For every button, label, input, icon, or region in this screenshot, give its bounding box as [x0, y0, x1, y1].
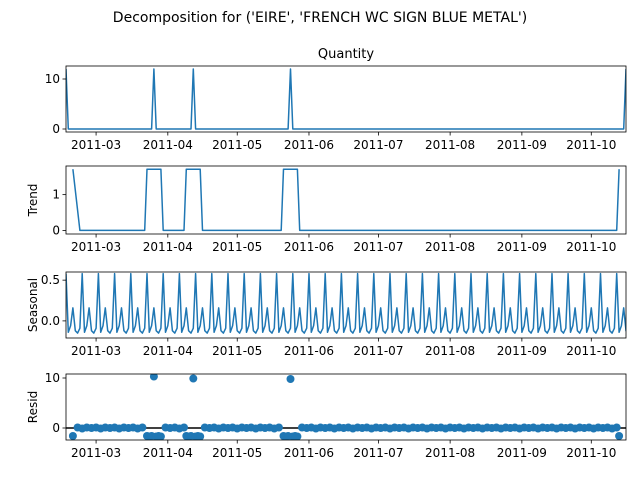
- x-tick-label: 2011-08: [425, 344, 475, 358]
- panel-seasonal-data: [66, 272, 626, 334]
- x-tick-label: 2011-04: [143, 344, 193, 358]
- x-tick-label: 2011-07: [353, 138, 403, 152]
- resid-point: [293, 432, 302, 440]
- panel-title: Quantity: [318, 47, 374, 62]
- x-tick-label: 2011-10: [566, 138, 616, 152]
- x-tick-label: 2011-10: [566, 446, 616, 460]
- resid-point: [189, 374, 198, 383]
- y-axis-label: Trend: [26, 184, 40, 218]
- panel-resid: 0 10 2011-03 2011-04 2011-05 2011-06 2011-07 20…: [26, 371, 627, 460]
- resid-point: [68, 432, 77, 440]
- seasonal-line: [66, 272, 626, 334]
- panel-resid-data: [66, 374, 626, 440]
- x-tick-label: 2011-09: [497, 344, 547, 358]
- y-tick-label: 0: [52, 421, 60, 435]
- panel-seasonal-frame: [65, 271, 627, 339]
- panel-trend-frame: [65, 165, 627, 235]
- x-tick-label: 2011-06: [284, 240, 334, 254]
- x-tick-label: 2011-03: [71, 138, 121, 152]
- x-tick-label: 2011-04: [143, 446, 193, 460]
- y-tick-label: 10: [45, 371, 60, 385]
- resid-point: [615, 432, 624, 440]
- x-tick-label: 2011-09: [497, 240, 547, 254]
- x-tick-label: 2011-08: [425, 446, 475, 460]
- y-tick-label: 10: [45, 72, 60, 86]
- x-tick-label: 2011-03: [71, 446, 121, 460]
- y-tick-label: 0.0: [41, 314, 60, 328]
- x-tick-label: 2011-09: [497, 138, 547, 152]
- x-tick-label: 2011-10: [566, 344, 616, 358]
- resid-point: [180, 423, 188, 432]
- x-tick-label: 2011-07: [353, 446, 403, 460]
- resid-point: [138, 423, 147, 432]
- figure-title: Decomposition for ('EIRE', 'FRENCH WC SI…: [113, 10, 527, 26]
- x-tick-label: 2011-05: [212, 446, 262, 460]
- y-tick-label: 0: [52, 122, 60, 136]
- x-tick-label: 2011-03: [71, 344, 121, 358]
- resid-point: [612, 423, 621, 432]
- resid-point: [149, 374, 158, 381]
- x-tick-label: 2011-05: [212, 240, 262, 254]
- resid-point: [286, 375, 295, 383]
- resid-point: [274, 423, 283, 432]
- panel-observed: 0 10 2011-03 2011-04 2011-05 2011-06 2011-07 20…: [45, 47, 627, 152]
- panel-trend: 0 1 2011-03 2011-04 2011-05 2011-06 2011-07 201…: [26, 165, 627, 254]
- x-tick-label: 2011-08: [425, 138, 475, 152]
- x-tick-label: 2011-05: [212, 138, 262, 152]
- panel-trend-data: [72, 168, 620, 232]
- x-tick-label: 2011-06: [284, 446, 334, 460]
- panel-observed-frame: [65, 65, 627, 133]
- x-tick-label: 2011-07: [353, 344, 403, 358]
- x-tick-label: 2011-08: [425, 240, 475, 254]
- x-tick-label: 2011-03: [71, 240, 121, 254]
- x-tick-label: 2011-05: [212, 344, 262, 358]
- x-tick-label: 2011-04: [143, 240, 193, 254]
- x-tick-label: 2011-09: [497, 446, 547, 460]
- x-tick-label: 2011-10: [566, 240, 616, 254]
- x-tick-label: 2011-04: [143, 138, 193, 152]
- y-tick-label: 0.5: [41, 273, 60, 287]
- resid-point: [156, 432, 165, 440]
- y-axis-label: Seasonal: [26, 278, 40, 332]
- trend-line: [72, 168, 620, 232]
- x-tick-label: 2011-06: [284, 138, 334, 152]
- panel-resid-frame: [65, 373, 627, 441]
- panel-observed-data: [66, 68, 626, 130]
- y-tick-label: 0: [52, 223, 60, 237]
- x-tick-label: 2011-07: [353, 240, 403, 254]
- panel-seasonal: 0.0 0.5 2011-03 2011-04 2011-05 2011-06 2011-0…: [26, 271, 627, 358]
- y-axis-label: Resid: [26, 391, 40, 423]
- x-tick-label: 2011-06: [284, 344, 334, 358]
- resid-point: [196, 432, 205, 440]
- observed-line: [66, 68, 626, 130]
- y-tick-label: 1: [52, 188, 60, 202]
